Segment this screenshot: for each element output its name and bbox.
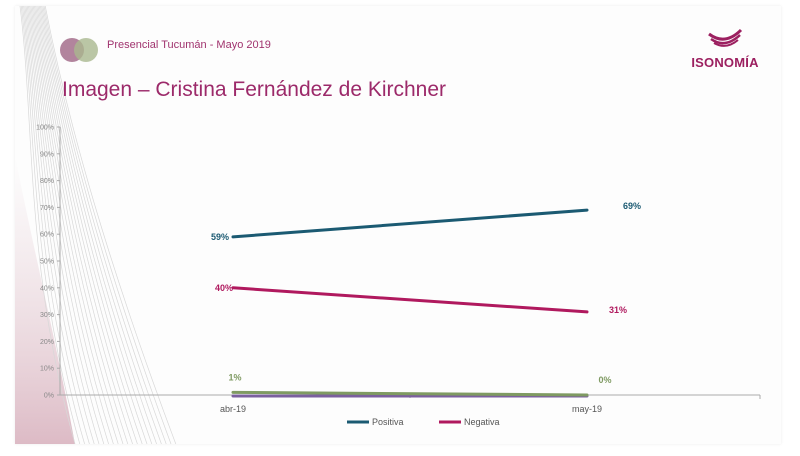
data-label: 0%	[598, 375, 611, 385]
legend-label-negativa: Negativa	[464, 417, 500, 427]
y-tick-label: 40%	[40, 285, 54, 292]
slide: Presencial Tucumán - Mayo 2019 Imagen – …	[15, 6, 781, 444]
data-label: 31%	[609, 305, 627, 315]
y-tick-label: 10%	[40, 366, 54, 373]
brand-logo: ISONOMÍA	[687, 28, 763, 70]
series-line-series-2	[231, 390, 589, 397]
series-line-positiva	[231, 208, 589, 239]
x-category-label: abr-19	[220, 404, 246, 414]
x-axis: abr-19 may-19	[60, 394, 761, 414]
y-tick-label: 50%	[40, 259, 54, 266]
y-tick-label: 60%	[40, 232, 54, 239]
x-category-label: may-19	[572, 404, 602, 414]
y-tick-label: 90%	[40, 151, 54, 158]
data-label: 1%	[228, 372, 241, 382]
y-tick-label: 0%	[44, 393, 54, 400]
y-tick-label: 100%	[36, 125, 54, 132]
y-axis: 0% 10% 20% 30% 40% 50% 60% 70% 80% 90% 100%	[36, 125, 61, 400]
y-tick-label: 80%	[40, 178, 54, 185]
slide-title: Imagen – Cristina Fernández de Kirchner	[62, 78, 447, 101]
data-labels: 59% 69% 40% 31% 1% 0%	[211, 201, 641, 385]
y-tick-label: 70%	[40, 205, 54, 212]
y-tick-label: 20%	[40, 339, 54, 346]
legend-label-positiva: Positiva	[372, 417, 404, 427]
brand-swoosh-icon	[708, 28, 743, 47]
slide-subtitle: Presencial Tucumán - Mayo 2019	[107, 39, 271, 51]
series-lines	[231, 208, 589, 398]
y-tick-label: 30%	[40, 312, 54, 319]
data-label: 40%	[215, 283, 233, 293]
series-line-negativa	[231, 286, 589, 314]
data-label: 59%	[211, 232, 229, 242]
logo-circles-icon	[60, 38, 98, 62]
line-chart: 0% 10% 20% 30% 40% 50% 60% 70% 80% 90% 100% abr-19…	[36, 125, 761, 427]
data-label: 69%	[623, 201, 641, 211]
legend: Positiva Negativa	[347, 417, 500, 427]
brand-name: ISONOMÍA	[691, 55, 759, 70]
